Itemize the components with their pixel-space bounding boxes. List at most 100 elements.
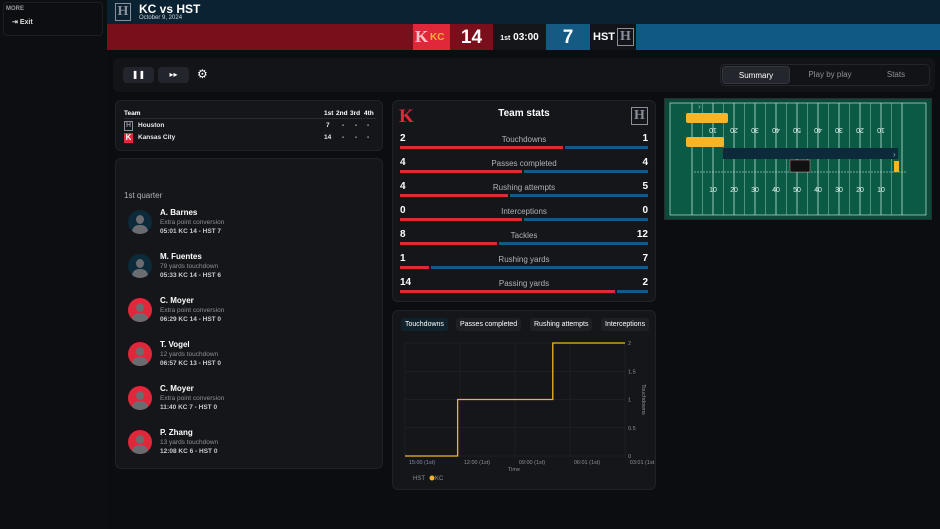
- yard-number: 30: [835, 126, 843, 133]
- score-cell: 14: [324, 134, 332, 141]
- yard-number: 40: [772, 187, 780, 194]
- kc-stat-value: 8: [400, 229, 406, 240]
- score-cell: -: [355, 122, 358, 129]
- player-name: A. Barnes: [160, 208, 198, 217]
- midfield-logo: [789, 159, 811, 173]
- yard-number: 30: [835, 187, 843, 194]
- hst-stat-value: 1: [642, 133, 648, 144]
- score-cell: -: [355, 134, 358, 141]
- play-score: 12:08 KC 6 - HST 0: [160, 448, 218, 455]
- hst-stat-bar: [524, 218, 648, 221]
- col-q2: 2nd: [336, 110, 348, 117]
- player-name: P. Zhang: [160, 428, 193, 437]
- yard-number: 20: [856, 187, 864, 194]
- play-score: 05:01 KC 14 - HST 7: [160, 228, 222, 235]
- chevron-right-icon: ›: [893, 150, 896, 159]
- stat-label: Touchdowns: [501, 135, 547, 144]
- hst-stat-value: 12: [636, 229, 648, 240]
- exit-button[interactable]: ⇥ Exit: [12, 18, 33, 26]
- touchdowns-chart: 0 0.5 1 1.5 2 15:00 (1st) 12:00 (1st) 09:00 (1s…: [404, 341, 655, 482]
- player-avatar: [128, 386, 152, 410]
- col-q3: 3rd: [350, 110, 361, 117]
- kc-logo: K: [399, 106, 414, 127]
- legend-kc-marker: [429, 475, 435, 481]
- tab-play-by-play[interactable]: Play by play: [808, 70, 852, 79]
- hst-stat-value: 7: [642, 253, 648, 264]
- houston-logo: H: [124, 121, 133, 131]
- kc-stat-bar: [400, 218, 522, 221]
- x-tick-label: 09:00 (1st): [519, 460, 545, 466]
- score-cell: -: [367, 122, 370, 129]
- gear-icon[interactable]: ⚙: [197, 67, 208, 81]
- game-date: October 9, 2024: [139, 15, 183, 21]
- fast-forward-button[interactable]: ▸▸: [158, 67, 189, 83]
- legend-kc: KC: [435, 476, 444, 482]
- page-title: KC vs HST: [139, 2, 201, 16]
- hst-stat-value: 0: [642, 205, 648, 216]
- stat-label: Passes completed: [491, 159, 557, 168]
- play-score: 06:57 KC 13 - HST 0: [160, 360, 222, 367]
- player-avatar: [128, 342, 152, 366]
- tab-stats[interactable]: Stats: [886, 70, 906, 79]
- x-tick-label: 03:01 (1st: [630, 460, 655, 466]
- kc-stat-bar: [400, 170, 522, 173]
- player-name: C. Moyer: [160, 296, 194, 305]
- drive-marker: [686, 113, 728, 123]
- player-avatar: [128, 210, 152, 234]
- yard-number: 10: [877, 187, 885, 194]
- play-description: Extra point conversion: [160, 307, 225, 314]
- kc-logo: K: [124, 133, 133, 143]
- stat-label: Rushing yards: [498, 255, 550, 264]
- play-description: 12 yards touchdown: [160, 351, 219, 358]
- kc-stat-value: 0: [400, 205, 406, 216]
- yard-number: 20: [730, 126, 738, 133]
- yard-number: 50: [793, 126, 801, 133]
- hst-stat-bar: [499, 242, 648, 245]
- hst-stat-bar: [524, 170, 648, 173]
- chart-tab[interactable]: Passes completed: [456, 318, 522, 331]
- houston-logo: H: [115, 3, 131, 21]
- x-tick-label: 06:01 (1st): [574, 460, 600, 466]
- yard-number: 20: [856, 126, 864, 133]
- hst-stat-value: 2: [642, 277, 648, 288]
- yard-number: 30: [751, 187, 759, 194]
- player-name: C. Moyer: [160, 384, 194, 393]
- sidebar: [0, 0, 107, 529]
- player-avatar: [128, 298, 152, 322]
- kc-stat-bar: [400, 146, 563, 149]
- x-tick-label: 12:00 (1st): [464, 460, 490, 466]
- chart-tab[interactable]: Touchdowns: [401, 318, 448, 331]
- yard-number: 20: [730, 187, 738, 194]
- stat-label: Passing yards: [498, 279, 550, 288]
- tab-summary[interactable]: Summary: [722, 66, 790, 84]
- chart-tab[interactable]: Interceptions: [601, 318, 650, 331]
- player-avatar: [128, 254, 152, 278]
- sidebar-section-label: MORE: [6, 6, 24, 12]
- play-description: Extra point conversion: [160, 395, 225, 402]
- fast-forward-icon: ▸▸: [169, 70, 178, 79]
- x-axis-label: Time: [508, 467, 520, 473]
- player-avatar: [128, 430, 152, 454]
- kc-stat-value: 4: [400, 181, 406, 192]
- score-cell: -: [342, 134, 345, 141]
- home-abbr: KC: [430, 32, 445, 43]
- col-q4: 4th: [364, 110, 374, 117]
- y-tick-label: 1.5: [628, 369, 636, 375]
- hst-stat-bar: [431, 266, 648, 269]
- kc-stat-bar: [400, 242, 497, 245]
- clock-time: 03:00: [513, 32, 539, 43]
- play-score: 11:40 KC 7 - HST 0: [160, 404, 218, 411]
- chart-tab[interactable]: Rushing attempts: [530, 318, 593, 331]
- stat-label: Interceptions: [501, 207, 547, 216]
- y-tick-label: 0: [628, 454, 631, 460]
- pause-button[interactable]: ❚❚: [123, 67, 154, 83]
- divider: [124, 118, 376, 119]
- play-score: 06:29 KC 14 - HST 0: [160, 316, 222, 323]
- exit-icon: ⇥: [12, 19, 20, 26]
- kc-stat-bar: [400, 194, 508, 197]
- yard-number: 40: [814, 126, 822, 133]
- y-tick-label: 2: [628, 341, 631, 347]
- plays-panel: [115, 158, 383, 469]
- hst-stat-bar: [565, 146, 648, 149]
- kc-logo: K: [415, 27, 429, 46]
